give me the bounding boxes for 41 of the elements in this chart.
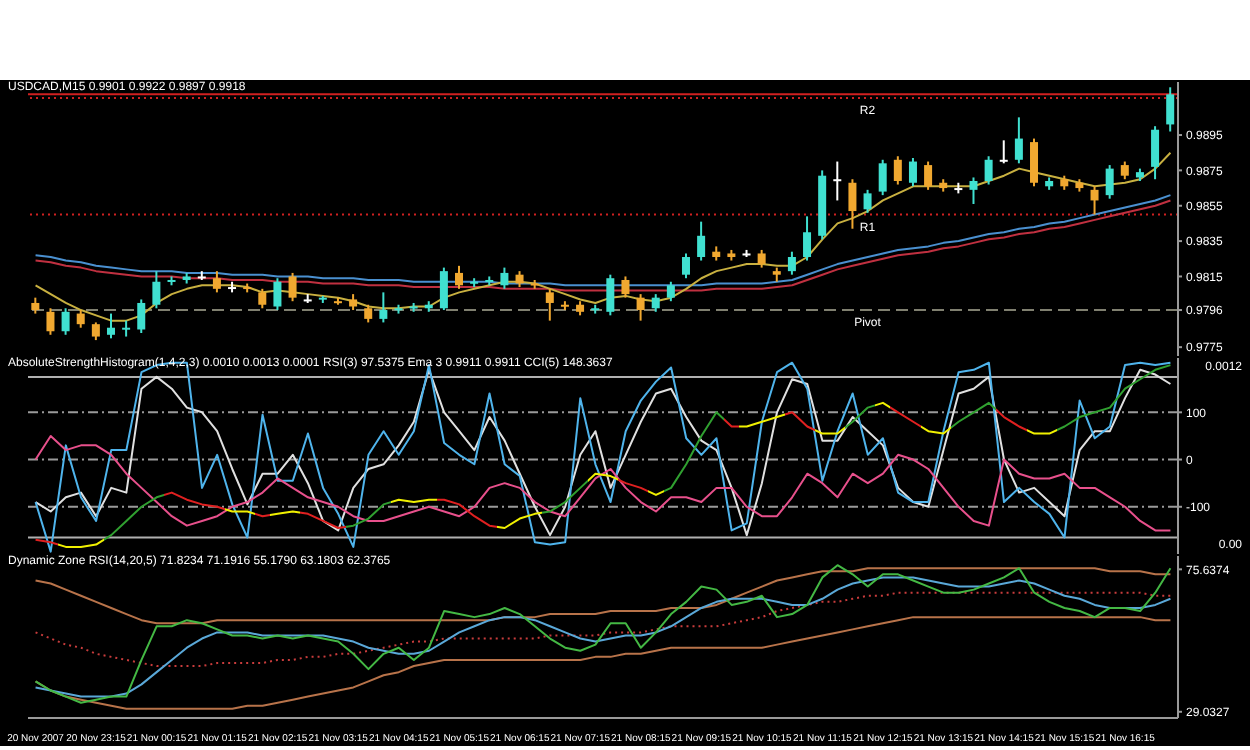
candlestick [606,273,615,317]
candlestick [636,293,645,322]
candlestick [379,291,388,324]
candlestick [1166,86,1175,133]
candlestick [61,307,70,336]
candlestick [439,266,448,312]
candlestick [787,250,796,276]
line-series [34,434,1172,532]
candlestick [621,275,630,299]
candlestick [833,160,842,202]
candlestick [908,157,917,188]
candlestick [924,160,933,191]
candlestick [999,139,1008,165]
candlestick [681,252,690,280]
candlestick [984,155,993,186]
candlestick [258,287,267,310]
candlestick [273,277,282,312]
candlestick [1105,164,1114,200]
candlestick [545,287,554,322]
candlestick [878,158,887,197]
candlestick [969,176,978,205]
candlestick [848,178,857,230]
candlestick [288,271,297,303]
candlestick [1151,125,1160,181]
candlestick [137,298,146,335]
candlestick [152,270,161,310]
candlestick [455,264,464,290]
candlestick [1014,116,1023,165]
line-series [34,567,1172,625]
candlestick [803,215,812,262]
candlestick [863,188,872,214]
line-series [34,591,1172,668]
candlestick [212,270,221,294]
candlestick [1030,137,1039,188]
candlestick [46,307,55,336]
candlestick [1090,185,1099,216]
candlestick [500,266,509,290]
candlestick [666,280,675,303]
candlestick [893,155,902,186]
candlestick [106,312,115,340]
candlestick [697,220,706,262]
